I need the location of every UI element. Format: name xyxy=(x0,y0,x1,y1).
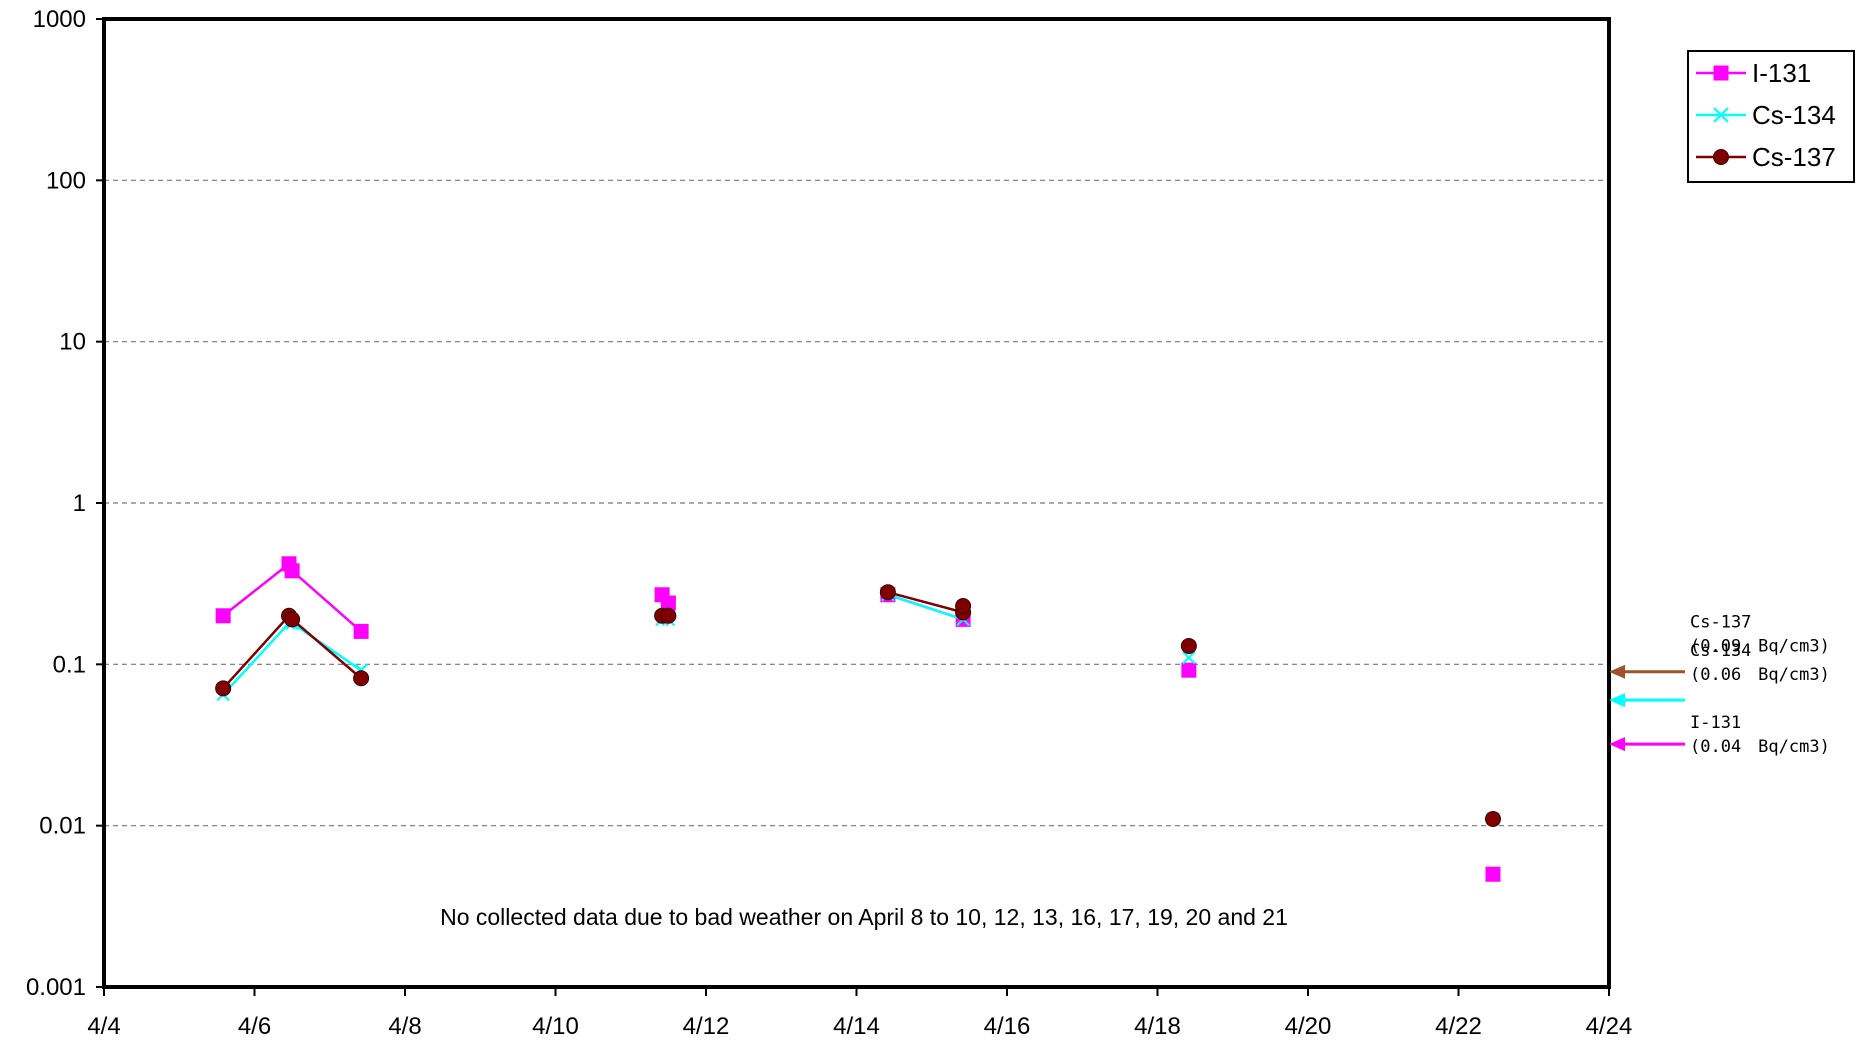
x-tick-label: 4/6 xyxy=(238,1013,271,1040)
x-tick-label: 4/16 xyxy=(984,1013,1031,1040)
legend-label: I-131 xyxy=(1752,58,1811,88)
data-point xyxy=(215,608,231,624)
series-line xyxy=(222,621,362,696)
data-point xyxy=(955,597,972,614)
data-point xyxy=(1485,866,1501,882)
y-tick-label: 0.001 xyxy=(26,974,86,1001)
x-tick-label: 4/22 xyxy=(1435,1013,1482,1040)
legend-label: Cs-134 xyxy=(1752,100,1836,130)
reference-arrow-head xyxy=(1609,664,1625,679)
reference-cs-134: Cs-134 (0.06 Bq/cm3) xyxy=(1609,641,1830,708)
data-point xyxy=(284,611,301,628)
legend-item: Cs-137 xyxy=(1696,142,1836,172)
legend-marker xyxy=(1713,65,1729,81)
reference-value-label: (0.09 Bq/cm3) xyxy=(1690,637,1830,657)
reference-value-label: (0.06 Bq/cm3) xyxy=(1690,665,1830,685)
x-tick-label: 4/14 xyxy=(833,1013,880,1040)
legend-marker xyxy=(1713,149,1729,165)
data-point xyxy=(1484,810,1501,827)
y-tick-label: 1 xyxy=(73,490,86,517)
reference-name: I-131 xyxy=(1690,713,1741,733)
x-tick-label: 4/24 xyxy=(1586,1013,1633,1040)
series-line xyxy=(887,593,964,621)
data-point xyxy=(1181,662,1197,678)
legend-marker xyxy=(1713,107,1729,123)
reference-arrow-head xyxy=(1609,693,1625,708)
x-tick-label: 4/12 xyxy=(683,1013,730,1040)
x-tick-label: 4/18 xyxy=(1134,1013,1181,1040)
reference-markers: Cs-137 (0.09 Bq/cm3)Cs-134 (0.06 Bq/cm3) I-… xyxy=(1609,613,1830,757)
x-tick-label: 4/8 xyxy=(388,1013,421,1040)
legend-label: Cs-137 xyxy=(1752,142,1836,172)
y-tick-label: 100 xyxy=(46,167,86,194)
grid-lines xyxy=(104,179,1609,827)
legend-item: Cs-134 xyxy=(1696,100,1836,130)
y-tick-label: 1000 xyxy=(33,6,86,33)
series-line xyxy=(887,590,965,614)
data-point xyxy=(353,623,369,639)
series-cs-137 xyxy=(215,584,1501,827)
x-tick-label: 4/20 xyxy=(1285,1013,1332,1040)
series-cs-134 xyxy=(216,587,1500,826)
y-tick-label: 0.01 xyxy=(39,813,86,840)
reference-name: Cs-134 xyxy=(1690,641,1751,661)
y-tick-label: 0.1 xyxy=(53,651,86,678)
series-layer xyxy=(215,556,1501,882)
x-axis-ticks: 4/4 4/6 4/8 4/10 4/12 4/14 4/16 4/18 4/20 4/22 4/2… xyxy=(87,987,1632,1040)
reference-arrow-head xyxy=(1609,737,1625,752)
legend-item: I-131 xyxy=(1696,58,1811,88)
y-tick-label: 10 xyxy=(59,329,86,356)
reference-name: Cs-137 xyxy=(1690,613,1751,633)
x-tick-label: 4/10 xyxy=(532,1013,579,1040)
data-point xyxy=(660,595,676,611)
data-point xyxy=(1180,637,1197,654)
reference-cs-137: Cs-137 (0.09 Bq/cm3) xyxy=(1609,613,1830,679)
chart-annotation: No collected data due to bad weather on … xyxy=(440,904,1288,930)
data-point xyxy=(879,584,896,601)
reference-i-131: I-131 (0.04 Bq/cm3) xyxy=(1609,713,1830,757)
legend: I-131 Cs-134 Cs-137 xyxy=(1687,50,1855,183)
reference-value-label: (0.04 Bq/cm3) xyxy=(1690,737,1830,757)
y-axis-ticks: 0.001 0.01 0.1 1 10 100 1000 xyxy=(26,6,104,1001)
data-point xyxy=(353,670,370,687)
series-i-131 xyxy=(215,556,1501,882)
data-point xyxy=(660,607,677,624)
data-point xyxy=(1182,650,1196,665)
data-point xyxy=(215,680,232,697)
data-point xyxy=(284,563,300,579)
x-tick-label: 4/4 xyxy=(87,1013,120,1040)
